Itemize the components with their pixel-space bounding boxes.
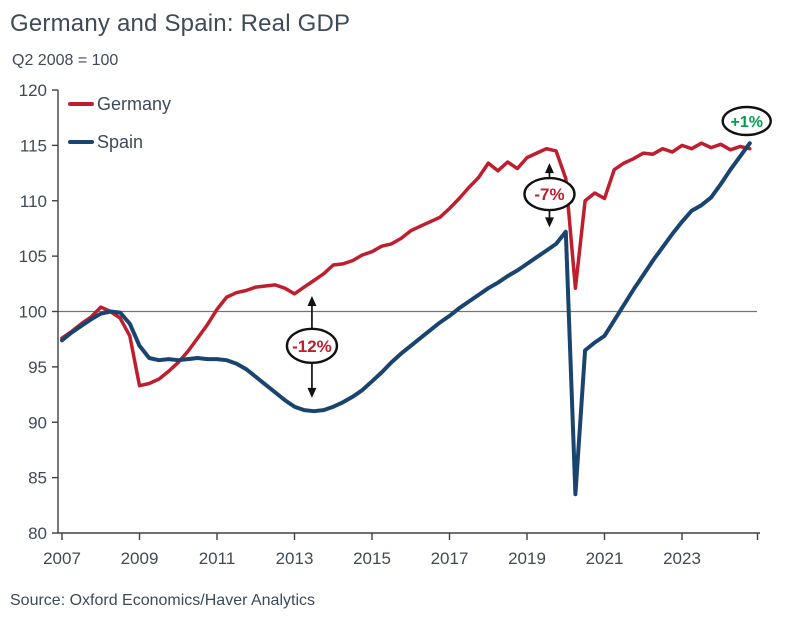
annotation-1: +1% xyxy=(721,105,772,137)
x-tick-label: 2013 xyxy=(276,549,314,568)
x-tick-label: 2017 xyxy=(431,549,469,568)
annotation--12: -12% xyxy=(285,295,339,398)
y-tick-label: 85 xyxy=(28,469,47,488)
annotation-ellipse xyxy=(523,176,576,212)
page-title: Germany and Spain: Real GDP xyxy=(10,10,351,37)
legend-label-spain: Spain xyxy=(97,131,144,152)
x-tick-label: 2021 xyxy=(586,549,624,568)
y-tick-label: 100 xyxy=(19,303,47,322)
legend-label-germany: Germany xyxy=(97,93,172,114)
arrow-head-up xyxy=(544,163,554,174)
germany-line-swatch xyxy=(68,102,94,106)
chart-legend: Germany Spain xyxy=(68,93,171,153)
y-tick-label: 95 xyxy=(28,358,47,377)
chart-subtitle: Q2 2008 = 100 xyxy=(12,52,119,69)
y-tick-label: 80 xyxy=(28,524,47,543)
x-tick-label: 2009 xyxy=(121,549,159,568)
arrow-head-down xyxy=(544,217,554,228)
legend-item-germany: Germany xyxy=(68,93,171,115)
y-tick-label: 120 xyxy=(19,81,47,100)
germany-line xyxy=(60,141,752,388)
arrow-head-up xyxy=(307,295,317,306)
y-tick-label: 90 xyxy=(28,413,47,432)
annotation-label: +1% xyxy=(730,114,762,131)
annotation-label: -12% xyxy=(292,337,332,356)
annotation-ellipse xyxy=(721,105,772,137)
annotation--7: -7% xyxy=(523,163,576,228)
annotation-label: -7% xyxy=(534,185,564,204)
spain-line-swatch xyxy=(68,140,94,144)
y-axis: 80 85 90 95 100 105 110 115 120 xyxy=(19,81,58,543)
y-tick-label: 105 xyxy=(19,247,47,266)
x-tick-label: 2011 xyxy=(199,549,236,568)
x-tick-label: 2019 xyxy=(508,549,546,568)
legend-item-spain: Spain xyxy=(68,131,171,153)
y-tick-label: 115 xyxy=(20,136,47,155)
x-tick-label: 2023 xyxy=(663,549,701,568)
x-axis: 2007 2009 2011 2013 2015 2017 2019 2021 2023 xyxy=(43,533,759,568)
annotation-ellipse xyxy=(285,327,339,365)
source-note: Source: Oxford Economics/Haver Analytics xyxy=(10,592,316,609)
x-tick-label: 2007 xyxy=(43,549,81,568)
spain-line xyxy=(60,141,752,497)
x-tick-label: 2015 xyxy=(353,549,391,568)
arrow-head-down xyxy=(307,387,317,398)
y-tick-label: 110 xyxy=(20,192,47,211)
